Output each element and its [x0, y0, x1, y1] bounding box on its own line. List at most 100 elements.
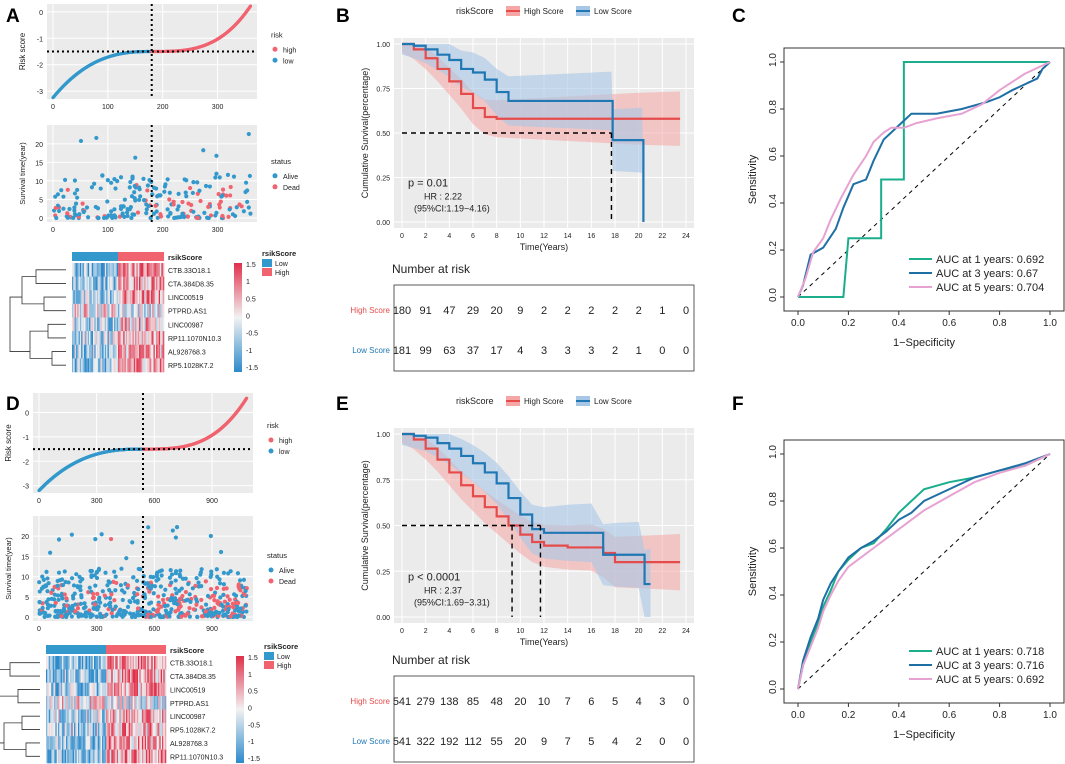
heat-cell — [66, 722, 68, 737]
heat-cell — [103, 331, 106, 346]
heat-cell — [108, 696, 111, 710]
heat-cell — [162, 722, 164, 737]
heat-cell — [154, 656, 156, 670]
heat-cell — [119, 656, 121, 670]
heat-cell — [152, 303, 154, 318]
heat-cell — [46, 736, 48, 750]
heat-cell — [89, 263, 91, 277]
heat-cell — [154, 263, 157, 277]
heat-cell — [136, 276, 139, 291]
heat-cell — [119, 317, 121, 332]
surv-point — [45, 589, 50, 594]
heat-cell — [74, 722, 76, 737]
heat-scale-tick: -1.5 — [248, 756, 260, 763]
surv-point — [91, 595, 96, 600]
heat-cell — [162, 709, 164, 724]
surv-point — [217, 577, 222, 582]
surv-point — [160, 597, 166, 602]
heat-cell — [107, 303, 110, 318]
heat-cell — [93, 317, 95, 332]
heat-cell — [96, 656, 99, 670]
surv-point — [92, 602, 98, 607]
heat-gene-label: RP11.1070N10.3 — [168, 336, 221, 343]
heat-cell — [143, 696, 145, 710]
heat-cell — [92, 682, 95, 697]
heat-cell — [164, 696, 167, 710]
heat-cell — [153, 331, 156, 346]
heat-cell — [152, 669, 155, 684]
heat-cell — [107, 263, 110, 277]
heat-cell — [157, 358, 160, 373]
heat-legend-title: rsikScore — [262, 249, 296, 258]
km-ytick: 0.00 — [376, 220, 390, 227]
heat-cell — [164, 669, 167, 684]
surv-point — [191, 209, 196, 214]
heat-cell — [100, 303, 103, 318]
surv-point — [105, 583, 110, 588]
heat-cell — [140, 290, 142, 305]
heat-cell — [102, 669, 104, 684]
heat-gene-label: AL928768.3 — [168, 350, 206, 357]
heat-cell — [128, 358, 131, 373]
surv-point — [162, 184, 167, 189]
heat-cell — [132, 696, 135, 710]
surv-point — [98, 600, 103, 605]
surv-point — [145, 188, 150, 193]
heat-cell — [77, 276, 79, 291]
heat-cell — [72, 331, 74, 346]
heat-cell — [74, 669, 76, 684]
heat-cell — [119, 696, 121, 710]
km-ytick: 0.25 — [376, 569, 390, 576]
heat-cell — [156, 331, 158, 346]
surv-point — [167, 575, 173, 580]
heat-cell — [79, 290, 82, 305]
heat-cell — [98, 722, 100, 737]
heat-cell — [150, 331, 153, 346]
surv-point — [104, 612, 109, 617]
heat-cell — [163, 682, 165, 697]
heat-cell — [120, 722, 123, 737]
heat-cell — [145, 344, 148, 359]
surv-point — [65, 187, 70, 192]
risk-table-title: Number at risk — [392, 262, 471, 276]
surv-point — [208, 533, 213, 539]
surv-point — [132, 212, 137, 217]
heat-cell — [141, 290, 144, 305]
heat-cell — [156, 290, 158, 305]
heat-cell — [151, 722, 153, 737]
heat-cell — [72, 290, 74, 305]
heat-cell — [78, 709, 80, 724]
heat-cell — [78, 736, 80, 750]
surv-point — [119, 588, 125, 593]
heat-cell — [132, 344, 135, 359]
heat-cell — [116, 736, 119, 750]
heat-cell — [143, 682, 145, 697]
heat-cell — [56, 669, 59, 684]
heat-cell — [132, 290, 135, 305]
surv-point — [113, 574, 118, 579]
heat-cell — [139, 682, 141, 697]
heat-cell — [139, 722, 141, 737]
heat-cell — [133, 303, 136, 318]
surv-point — [73, 201, 79, 206]
roc-xtick: 0.8 — [993, 318, 1007, 329]
heat-cell — [152, 276, 154, 291]
heat-cell — [63, 696, 65, 710]
risk-count: 3 — [541, 345, 547, 357]
heat-cell — [106, 331, 108, 346]
heat-cell — [91, 709, 93, 724]
heat-cell — [74, 358, 77, 373]
heat-cell — [151, 656, 153, 670]
heat-cell — [140, 331, 142, 346]
surv-point — [121, 204, 126, 209]
surv-point — [241, 209, 246, 214]
heat-cell — [86, 303, 89, 318]
heat-cell — [131, 709, 133, 724]
km-ytick: 0.25 — [376, 176, 390, 183]
heat-cell — [120, 696, 123, 710]
surv-point — [168, 610, 173, 615]
heat-gene-label: LINC00987 — [168, 322, 204, 329]
heat-cell — [131, 682, 133, 697]
heat-cell — [75, 276, 78, 291]
heat-cell — [82, 749, 84, 764]
